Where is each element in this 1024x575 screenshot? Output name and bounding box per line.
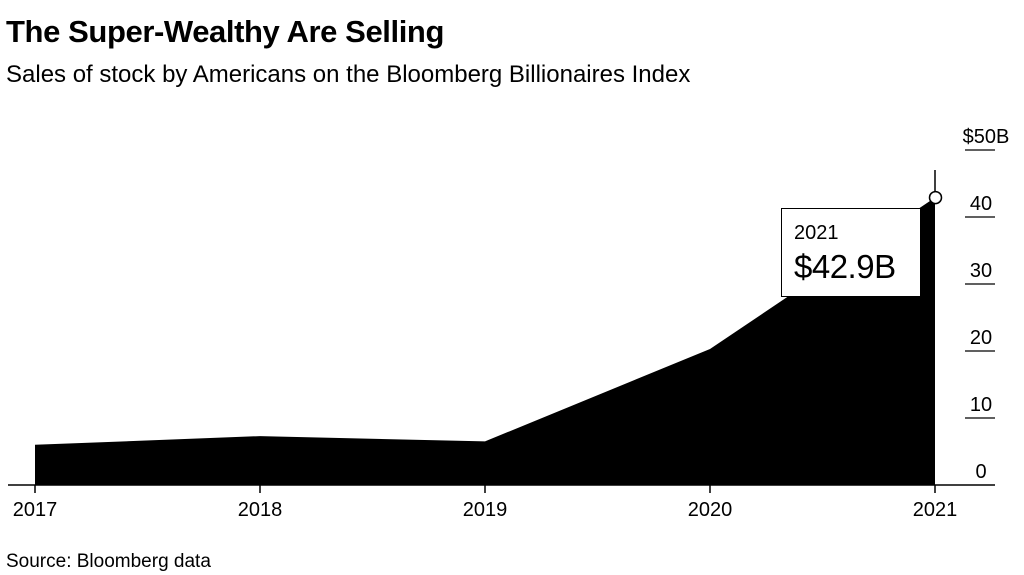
annotation-year: 2021 bbox=[794, 222, 839, 244]
x-tick-label: 2018 bbox=[238, 499, 283, 521]
annotation-point bbox=[928, 190, 943, 205]
chart-title: The Super-Wealthy Are Selling bbox=[6, 14, 444, 49]
annotation-callout: 2021 $42.9B bbox=[781, 208, 921, 297]
annotation-value: $42.9B bbox=[794, 248, 896, 285]
x-tick-label: 2019 bbox=[463, 499, 508, 521]
y-tick-label: 10 bbox=[970, 394, 992, 416]
x-axis: 2017 2018 2019 2020 2021 bbox=[8, 484, 995, 521]
x-tick-label: 2021 bbox=[913, 499, 958, 521]
y-tick-label: $50B bbox=[963, 126, 1010, 148]
area-layer bbox=[35, 197, 935, 485]
y-tick-label: 30 bbox=[970, 260, 992, 282]
annotation-marker-layer bbox=[928, 170, 943, 205]
x-tick-label: 2017 bbox=[13, 499, 58, 521]
chart-subtitle: Sales of stock by Americans on the Bloom… bbox=[6, 61, 691, 88]
y-axis: 0 10 20 30 40 $50B bbox=[963, 126, 1010, 483]
y-tick-label: 40 bbox=[970, 193, 992, 215]
x-tick-label: 2020 bbox=[688, 499, 733, 521]
y-tick-label: 0 bbox=[975, 461, 986, 483]
source-note: Source: Bloomberg data bbox=[6, 551, 211, 572]
y-tick-label: 20 bbox=[970, 327, 992, 349]
area-series bbox=[35, 197, 935, 485]
